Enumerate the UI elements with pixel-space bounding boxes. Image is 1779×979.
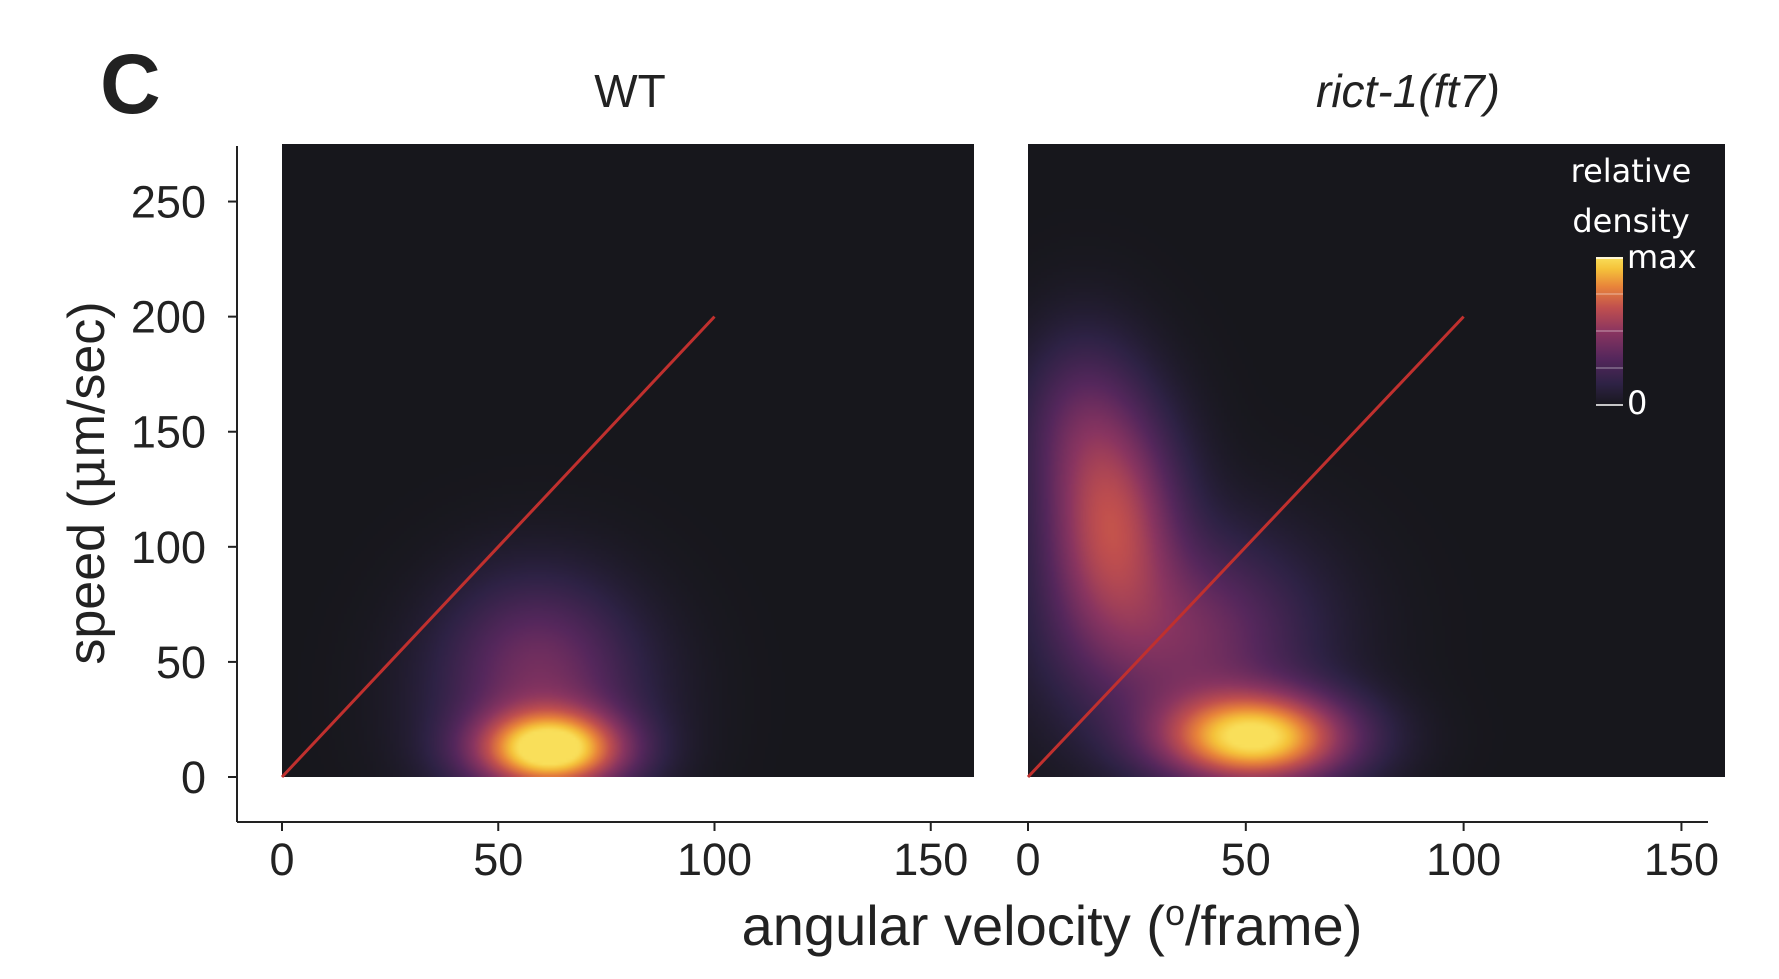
x-tick-label: 100 (1426, 834, 1501, 885)
diagonal-line-rict (1026, 315, 1465, 779)
legend-title-line2: density (1572, 202, 1689, 240)
plot-wt (280, 144, 974, 779)
legend-title-line1: relative (1571, 152, 1692, 190)
legend-max-label: max (1627, 238, 1697, 276)
x-tick-label: 0 (1015, 834, 1040, 885)
density-heatmap-wt (282, 144, 974, 777)
y-tick-label: 50 (156, 637, 206, 688)
x-tick-label: 150 (893, 834, 968, 885)
y-tick-label: 100 (131, 522, 206, 573)
y-axis-title: speed (μm/sec) (57, 301, 117, 664)
density-legend: relative density max 0 (1571, 152, 1697, 422)
x-tick-label: 150 (1644, 834, 1719, 885)
x-tick-label: 0 (269, 834, 294, 885)
panel-title-wt: WT (594, 65, 666, 117)
y-tick-label: 150 (131, 407, 206, 458)
panel-title-rict: rict-1(ft7) (1316, 65, 1500, 117)
y-tick-label: 250 (131, 177, 206, 228)
x-tick-label: 100 (677, 834, 752, 885)
y-axis: 0 50 100 150 200 250 (131, 146, 238, 822)
diagonal-line-wt (280, 315, 716, 779)
y-tick-label: 200 (131, 292, 206, 343)
legend-min-label: 0 (1627, 384, 1647, 422)
x-tick-label: 50 (473, 834, 523, 885)
x-axis: 0 50 100 150 0 50 100 150 (237, 821, 1719, 885)
y-tick-label: 0 (181, 752, 206, 803)
panel-letter: C (100, 37, 161, 131)
plot-rict (1026, 144, 1725, 779)
x-axis-title: angular velocity (o/frame) (742, 892, 1363, 957)
density-heatmap-rict (1028, 144, 1725, 777)
x-tick-label: 50 (1221, 834, 1271, 885)
